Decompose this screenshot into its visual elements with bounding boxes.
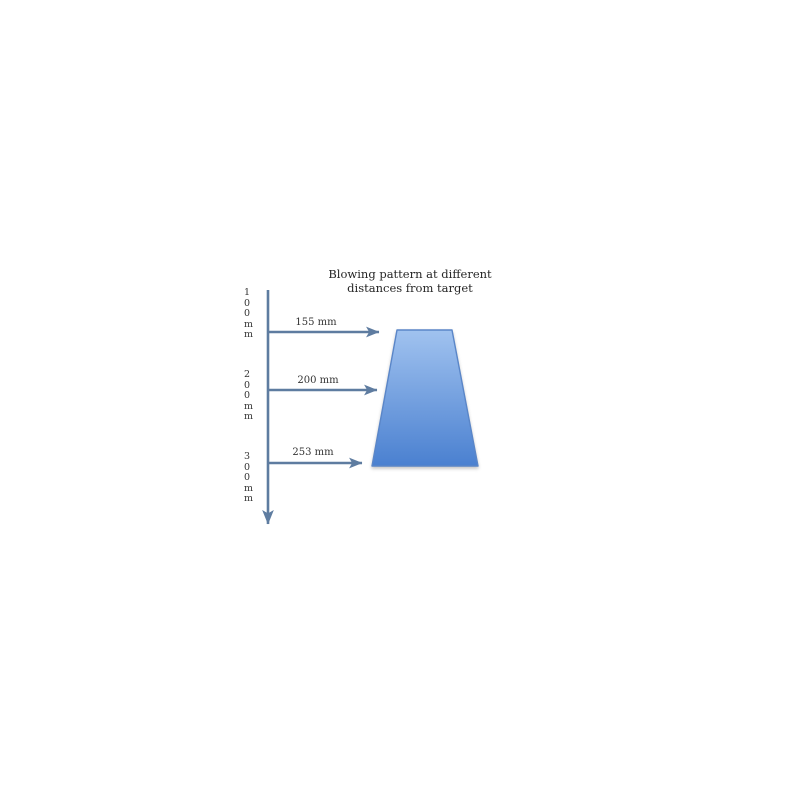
diagram-title: Blowing pattern at different distances f… xyxy=(328,267,492,295)
arrow-label-155mm: 155 mm xyxy=(295,317,337,328)
arrow-label-253mm: 253 mm xyxy=(292,447,334,458)
blowing-pattern-trapezoid xyxy=(371,329,479,467)
axis-label-200mm: 200mm xyxy=(244,369,254,422)
arrow-label-200mm: 200 mm xyxy=(297,375,339,386)
axis-label-100mm: 100mm xyxy=(244,287,254,340)
axis-label-300mm: 300mm xyxy=(244,451,254,504)
